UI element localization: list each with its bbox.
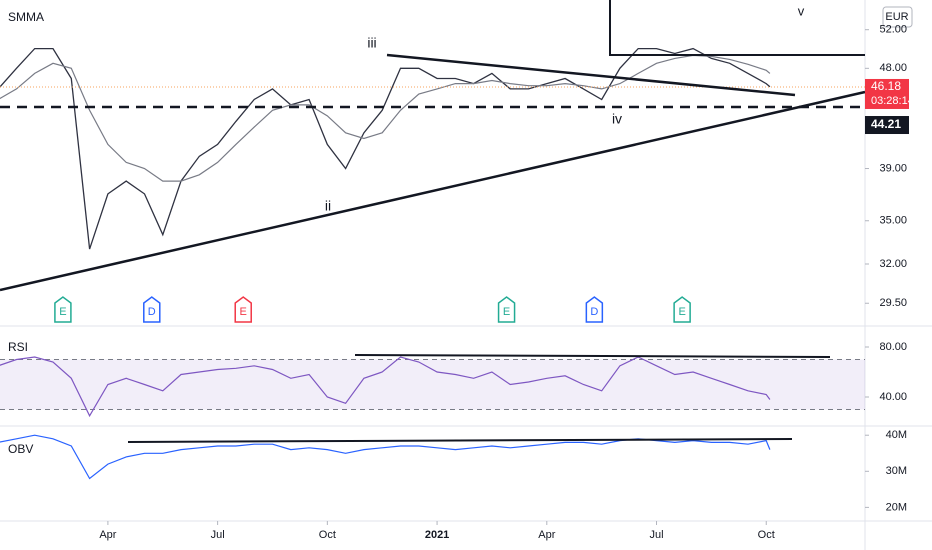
price-label-box: [865, 78, 909, 109]
price-label: 46.18: [871, 79, 901, 93]
wave-label: iii: [367, 35, 376, 51]
y-tick-label: 52.00: [879, 24, 907, 36]
wave-label: ii: [325, 198, 331, 214]
event-marker[interactable]: [54, 296, 72, 323]
pane-title: RSI: [8, 340, 28, 354]
pane-title: OBV: [8, 442, 33, 456]
series-line: [0, 47, 771, 250]
event-marker[interactable]: [143, 296, 161, 323]
x-tick-label: Apr: [538, 529, 555, 541]
event-marker[interactable]: [497, 296, 516, 323]
event-marker[interactable]: [585, 296, 604, 323]
event-label[interactable]: E: [678, 306, 685, 318]
currency[interactable]: EUR: [885, 11, 908, 23]
event-label[interactable]: D: [590, 306, 598, 318]
event-marker[interactable]: [673, 296, 691, 323]
y-tick-label: 35.00: [879, 215, 907, 227]
drawings: [0, 0, 866, 443]
series-line: [0, 54, 771, 182]
y-tick-label: 30M: [886, 465, 907, 477]
rsi-trend-line: [354, 354, 831, 358]
x-tick-label: Apr: [99, 529, 116, 541]
y-tick-label: 32.00: [879, 258, 907, 270]
obv-trend-line: [127, 438, 793, 443]
trend-line: [386, 53, 796, 97]
x-tick-label: 2021: [425, 529, 449, 541]
event-label[interactable]: E: [59, 306, 66, 318]
x-tick-label: Jul: [211, 529, 225, 541]
trend-line: [0, 90, 866, 292]
y-tick-label: 80.00: [879, 341, 907, 353]
x-tick-label: Jul: [649, 529, 663, 541]
price-label-box: [865, 116, 909, 135]
x-tick-label: Oct: [319, 529, 336, 541]
event-label[interactable]: E: [240, 306, 247, 318]
rsi-band: [0, 359, 865, 410]
y-tick-label: 39.00: [879, 162, 907, 174]
y-tick-label: 20M: [886, 501, 907, 513]
wave-label: v: [798, 3, 805, 18]
target-box: [609, 0, 865, 56]
y-tick-label: 48.00: [879, 62, 907, 74]
x-tick-label: Oct: [758, 529, 775, 541]
countdown-label: 03:28:14: [871, 95, 914, 107]
indicator-label: SMMA: [8, 10, 44, 24]
event-label[interactable]: E: [503, 306, 510, 318]
event-marker[interactable]: [234, 296, 252, 323]
event-label[interactable]: D: [148, 306, 156, 318]
price-label: 44.21: [871, 117, 901, 131]
currency-box[interactable]: [882, 6, 913, 28]
y-tick-label: 40.00: [879, 391, 907, 403]
y-tick-label: 29.50: [879, 297, 907, 309]
time-axis: [0, 521, 865, 550]
series-line: [0, 356, 771, 418]
wave-label: iv: [612, 111, 622, 127]
y-tick-label: 40M: [886, 429, 907, 441]
